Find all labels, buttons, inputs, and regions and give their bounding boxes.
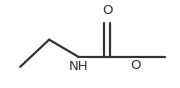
Text: O: O	[131, 59, 141, 72]
Text: NH: NH	[68, 59, 88, 73]
Text: O: O	[102, 4, 112, 17]
